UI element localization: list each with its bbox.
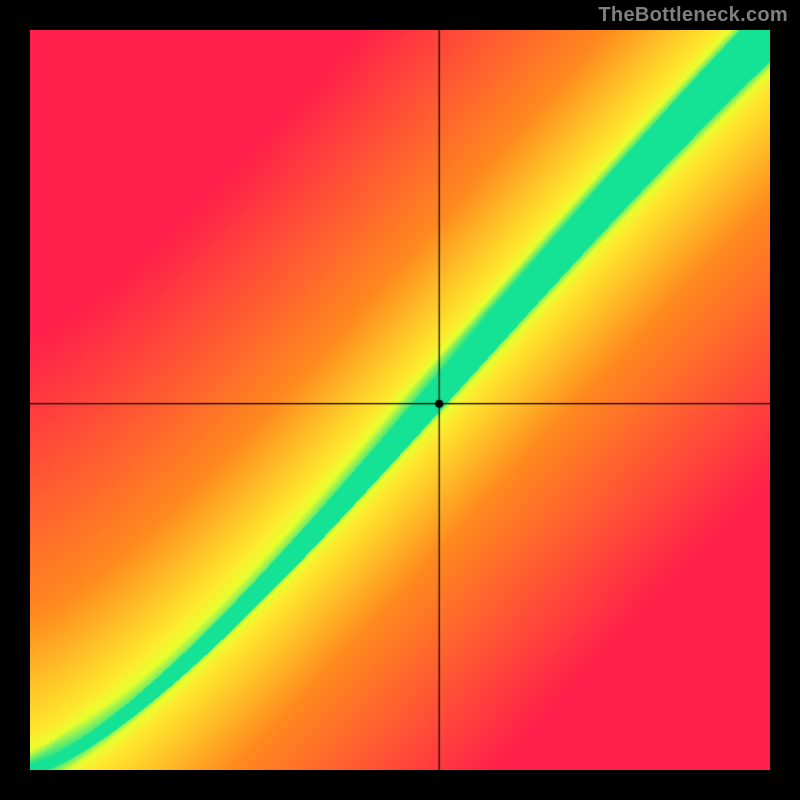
chart-container: TheBottleneck.com [0, 0, 800, 800]
watermark-text: TheBottleneck.com [598, 4, 788, 27]
heatmap-plot [30, 30, 770, 770]
heatmap-canvas [30, 30, 770, 770]
